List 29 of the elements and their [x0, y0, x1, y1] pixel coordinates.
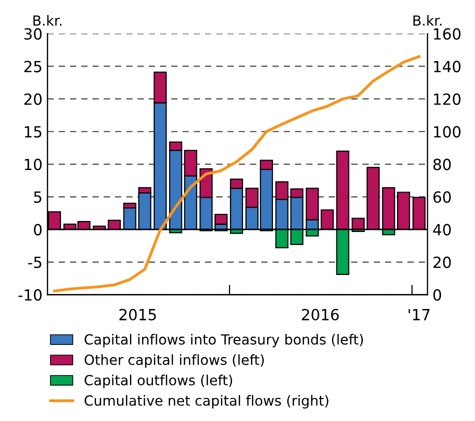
y-tick-label: 5 [34, 191, 42, 203]
y2-tick-label: 120 [434, 93, 461, 105]
legend-label: Cumulative net capital flows (right) [84, 395, 328, 408]
y-tick-label: 20 [24, 93, 42, 105]
y-tick-label: 10 [24, 158, 42, 170]
y-tick-label: -5 [28, 256, 42, 268]
y-tick-label: 0 [34, 224, 42, 236]
y2-tick-label: 60 [433, 191, 451, 203]
y-tick-label: 25 [24, 60, 42, 72]
y2-tick-label: 80 [433, 158, 451, 170]
y2-tick-label: 160 [434, 28, 461, 40]
legend-label: Capital outflows (left) [84, 374, 232, 388]
y-tick-label: 30 [24, 28, 42, 40]
line-series [53, 55, 420, 292]
y2-tick-label: 40 [433, 224, 451, 236]
x-tick-label: 2016 [302, 308, 339, 320]
y-tick-label: 15 [24, 126, 42, 138]
legend-label: Other capital inflows (left) [84, 354, 264, 368]
legend-label: Capital inflows into Treasury bonds (left) [84, 334, 363, 348]
y2-tick-label: 100 [434, 126, 461, 138]
y2-tick-label: 20 [433, 256, 451, 268]
x-tick-label: 2015 [119, 308, 156, 320]
y-axis-title: B.kr. [33, 15, 62, 26]
x-tick-label: '17 [408, 309, 430, 320]
y2-axis-title: B.kr. [413, 15, 442, 26]
y2-tick-label: 140 [434, 60, 461, 72]
bar [214, 214, 228, 225]
y-tick-label: -10 [18, 289, 42, 301]
y2-tick-label: 0 [433, 289, 442, 301]
